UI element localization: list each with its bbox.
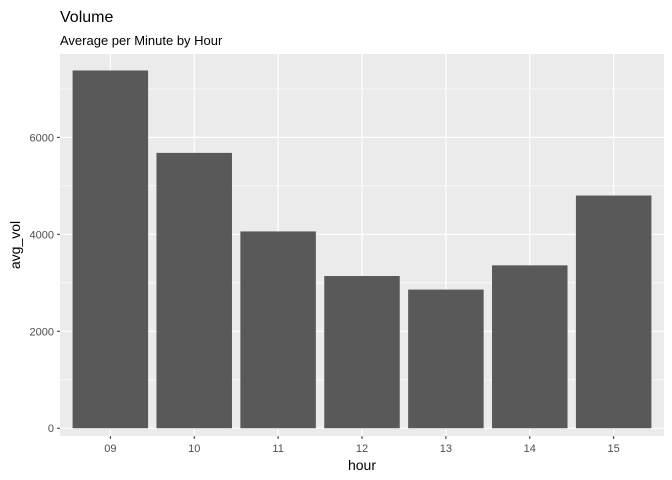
bar-09 xyxy=(72,70,149,429)
x-tick-label: 09 xyxy=(104,443,116,455)
chart-subtitle: Average per Minute by Hour xyxy=(60,33,223,48)
bar-10 xyxy=(156,152,232,429)
bar-15 xyxy=(575,195,652,429)
bar-12 xyxy=(324,276,400,429)
x-tick-label: 13 xyxy=(440,443,452,455)
bar-14 xyxy=(492,265,568,429)
x-tick-label: 15 xyxy=(608,443,620,455)
y-tick-label: 6000 xyxy=(30,132,54,144)
y-axis-label: avg_vol xyxy=(7,221,23,269)
bar-13 xyxy=(408,289,484,429)
x-tick-label: 11 xyxy=(272,443,283,455)
y-tick-label: 0 xyxy=(48,423,54,435)
y-tick-label: 4000 xyxy=(30,229,54,241)
y-tick-label: 2000 xyxy=(30,326,54,338)
x-axis-label: hour xyxy=(348,457,376,473)
bars xyxy=(72,70,652,429)
bar-11 xyxy=(240,231,316,429)
x-tick-label: 10 xyxy=(188,443,200,455)
x-axis: 09 10 11 12 13 14 15 xyxy=(104,436,620,455)
x-tick-label: 14 xyxy=(524,443,536,455)
y-axis: 0 2000 4000 6000 xyxy=(30,132,60,435)
x-tick-label: 12 xyxy=(356,443,368,455)
chart-title: Volume xyxy=(60,9,113,26)
